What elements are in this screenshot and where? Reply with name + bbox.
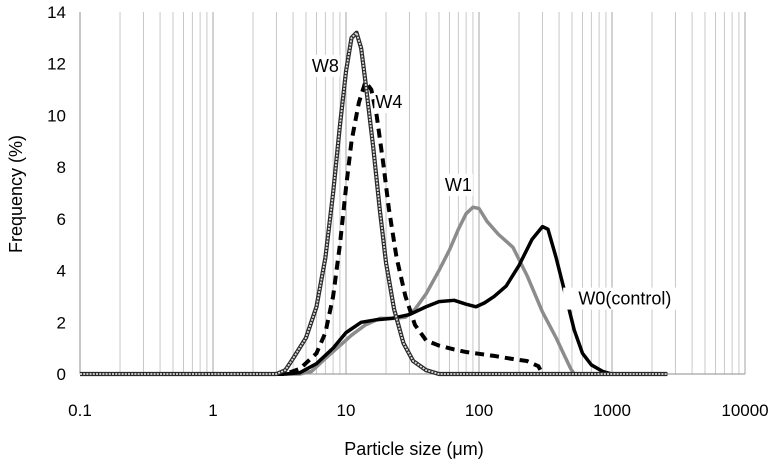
series-line	[80, 224, 668, 376]
label-background	[374, 91, 404, 114]
tick-labels: 0.1 1 10 100 1000 10000 0 2 4 6 8 10 12 14	[47, 3, 769, 420]
series-line	[80, 31, 668, 375]
series-labels: W8 W4 W1 W0(control)	[310, 54, 687, 310]
series-label: W8	[312, 56, 339, 76]
label-background	[443, 173, 473, 196]
y-tick-label: 6	[57, 210, 66, 229]
y-tick-label: 14	[47, 3, 66, 22]
x-tick-label: 10	[337, 401, 356, 420]
series-label: W4	[375, 92, 402, 112]
y-tick-label: 0	[57, 365, 66, 384]
series-label-w0-control-: W0(control)	[563, 287, 687, 310]
series-label-w4: W4	[374, 91, 404, 114]
x-tick-label: 1000	[593, 401, 631, 420]
grid	[79, 12, 746, 374]
series-label: W0(control)	[578, 289, 671, 309]
series-label-w8: W8	[310, 54, 340, 77]
series-w1	[80, 205, 668, 376]
y-axis-title: Frequency (%)	[6, 135, 26, 253]
label-background	[310, 54, 340, 77]
series-line	[80, 77, 668, 376]
series-line	[80, 205, 668, 376]
series-label: W1	[445, 175, 472, 195]
y-tick-label: 12	[47, 55, 66, 74]
y-tick-label: 10	[47, 106, 66, 125]
y-tick-label: 8	[57, 158, 66, 177]
y-tick-label: 4	[57, 262, 66, 281]
series-label-w1: W1	[443, 173, 473, 196]
x-axis-title: Particle size (μm)	[344, 439, 483, 459]
series-w0-control-	[80, 224, 668, 376]
x-tick-label: 1	[208, 401, 217, 420]
x-tick-label: 0.1	[68, 401, 92, 420]
axes	[79, 12, 745, 375]
x-tick-label: 10000	[721, 401, 768, 420]
label-background	[563, 287, 687, 310]
x-tick-label: 100	[465, 401, 493, 420]
series-w4	[80, 77, 668, 376]
series-w8	[80, 30, 668, 377]
series	[80, 30, 668, 377]
y-tick-label: 2	[57, 313, 66, 332]
